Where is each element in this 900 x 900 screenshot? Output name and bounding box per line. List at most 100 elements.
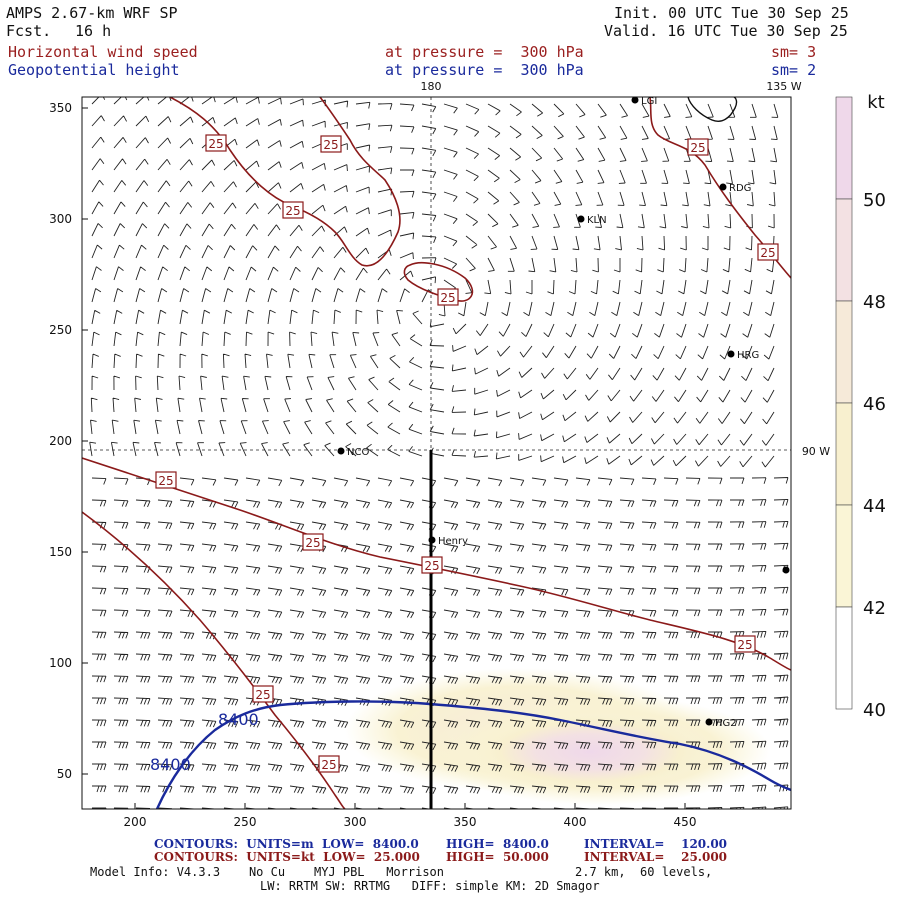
station-marker	[705, 718, 713, 726]
field2-level: at pressure = 300 hPa	[385, 61, 584, 79]
footer-height-high: HIGH= 8400.0	[446, 837, 549, 851]
height-label: 8400	[218, 710, 259, 729]
colorbar-segment	[835, 402, 853, 506]
forecast-label: Fcst.	[6, 22, 52, 40]
colorbar-segment	[835, 300, 853, 404]
station-name: RDG	[729, 183, 751, 194]
wind-label: 25	[737, 638, 752, 652]
jet-shading-core	[470, 712, 710, 792]
y-tick-label: 200	[49, 434, 72, 448]
colorbar-unit: kt	[867, 92, 884, 113]
wind-label-box	[252, 685, 274, 703]
wind-label: 25	[255, 688, 270, 702]
height-label: 8400	[150, 755, 191, 774]
colorbar-segment	[835, 198, 853, 302]
wind-label: 25	[305, 536, 320, 550]
station-marker	[428, 536, 436, 544]
wind-label: 25	[323, 138, 338, 152]
colorbar-label: 48	[863, 292, 886, 313]
field1-name: Horizontal wind speed	[8, 43, 198, 61]
x-tick-label: 350	[454, 815, 477, 829]
footer-wind-contours: CONTOURS: UNITS=kt LOW= 25.000	[154, 850, 420, 864]
colorbar-label: 44	[863, 496, 886, 517]
wind-contour-nw	[169, 97, 401, 267]
wind-label-box	[205, 134, 227, 152]
colorbar: 50 48 46 44 42 40	[835, 96, 886, 721]
footer-model-grid: 2.7 km, 60 levels,	[575, 865, 713, 879]
wind-label-box	[734, 635, 756, 653]
colorbar-label: 42	[863, 598, 886, 619]
wind-label: 25	[760, 246, 775, 260]
y-tick-label: 150	[49, 545, 72, 559]
station-marker	[727, 350, 735, 358]
x-axis: 200 250 300 350 400 450	[124, 803, 697, 829]
colorbar-label: 46	[863, 394, 886, 415]
station-name: HG2	[715, 718, 737, 729]
footer-model-info: Model Info: V4.3.3 No Cu MYJ PBL Morriso…	[90, 865, 445, 879]
coastline	[687, 97, 738, 122]
station-name: LGI	[641, 96, 657, 107]
valid-time: Valid. 16 UTC Tue 30 Sep 25	[604, 22, 848, 40]
station-name: KLN	[587, 215, 607, 226]
field1-smoothing: sm= 3	[771, 43, 817, 61]
wind-label-box	[155, 471, 177, 489]
meridian-label: 180	[421, 80, 442, 93]
wind-barbs	[89, 97, 789, 809]
wind-label-box	[320, 135, 342, 153]
y-tick-label: 100	[49, 656, 72, 670]
model-title: AMPS 2.67-km WRF SP	[6, 4, 178, 22]
y-axis: 350 300 250 200 150 100 50	[49, 101, 88, 781]
colorbar-label: 40	[863, 700, 886, 721]
meridian-label-135w: 135 W	[766, 80, 801, 93]
init-time: Init. 00 UTC Tue 30 Sep 25	[614, 4, 849, 22]
wind-label-box	[282, 201, 304, 219]
plot-frame	[81, 96, 792, 810]
x-tick-label: 250	[234, 815, 257, 829]
stations-layer: LGI RDG KLN HRG NCO Henry HG2	[337, 96, 790, 729]
footer-wind-interval: INTERVAL= 25.000	[584, 850, 728, 864]
wind-label-box	[687, 138, 709, 156]
wind-label: 25	[158, 474, 173, 488]
y-tick-label: 300	[49, 212, 72, 226]
footer-physics: LW: RRTM SW: RRTMG DIFF: simple KM: 2D S…	[260, 879, 600, 893]
field2-smoothing: sm= 2	[771, 61, 817, 79]
y-tick-label: 50	[57, 767, 72, 781]
x-tick-label: 400	[564, 815, 587, 829]
colorbar-segment	[835, 606, 853, 710]
wind-label-box	[757, 243, 779, 261]
wind-label: 25	[208, 137, 223, 151]
station-marker	[337, 447, 345, 455]
wind-label: 25	[690, 141, 705, 155]
y-tick-label: 250	[49, 323, 72, 337]
field1-level: at pressure = 300 hPa	[385, 43, 584, 61]
station-name: HRG	[737, 350, 759, 361]
wind-label: 25	[285, 204, 300, 218]
wind-label-box	[437, 288, 459, 306]
wind-label: 25	[321, 758, 336, 772]
x-tick-label: 450	[674, 815, 697, 829]
station-name: NCO	[347, 447, 369, 458]
footer-wind-high: HIGH= 50.000	[446, 850, 549, 864]
x-tick-label: 200	[124, 815, 147, 829]
colorbar-label: 50	[863, 190, 886, 211]
field2-name: Geopotential height	[8, 61, 180, 79]
wind-label-box	[421, 556, 443, 574]
station-name: Henry	[438, 536, 468, 547]
station-marker	[631, 97, 639, 104]
y-tick-label: 350	[49, 101, 72, 115]
colorbar-segment	[835, 96, 853, 200]
wind-labels-layer: 25 25 25 25 25 25 25 25 25 25 25 25	[155, 134, 779, 773]
height-contour-8400	[155, 700, 791, 809]
wind-label-box	[318, 755, 340, 773]
footer-height-contours: CONTOURS: UNITS=m LOW= 8400.0	[154, 837, 419, 851]
wind-label: 25	[440, 291, 455, 305]
station-marker	[782, 566, 790, 574]
station-marker	[577, 215, 585, 223]
forecast-hour: 16 h	[75, 22, 112, 40]
station-marker	[719, 183, 727, 191]
wind-label-box	[302, 533, 324, 551]
footer-height-interval: INTERVAL= 120.00	[584, 837, 728, 851]
parallel-label: 90 W	[802, 445, 830, 458]
x-tick-label: 300	[344, 815, 367, 829]
